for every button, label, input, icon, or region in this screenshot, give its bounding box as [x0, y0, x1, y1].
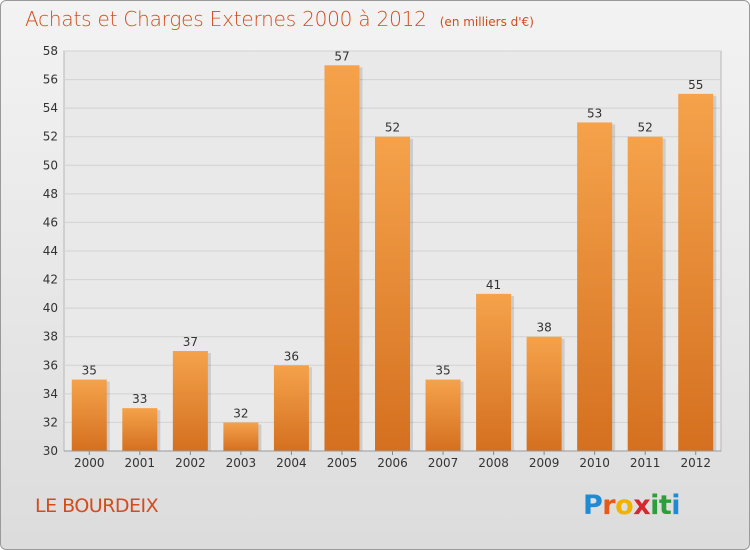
- bar: [577, 122, 613, 451]
- x-tick-label: 2007: [428, 456, 459, 470]
- bar-value-label: 52: [638, 121, 653, 135]
- x-tick-label: 2001: [125, 456, 156, 470]
- y-tick-label: 34: [43, 387, 58, 401]
- x-tick-label: 2002: [175, 456, 206, 470]
- y-tick-label: 42: [43, 273, 58, 287]
- y-tick-label: 50: [43, 158, 58, 172]
- logo-letter: i: [650, 490, 659, 521]
- chart-title-main: Achats et Charges Externes 2000 à 2012: [25, 7, 427, 31]
- bar: [172, 351, 208, 451]
- bar: [526, 336, 562, 451]
- chart-title: Achats et Charges Externes 2000 à 2012 (…: [25, 7, 534, 31]
- y-tick-label: 40: [43, 301, 58, 315]
- bar-value-label: 32: [233, 406, 248, 420]
- bar-value-label: 36: [284, 349, 299, 363]
- bar: [324, 65, 360, 452]
- bar-value-label: 52: [385, 121, 400, 135]
- x-tick-label: 2010: [579, 456, 610, 470]
- y-tick-label: 58: [43, 44, 58, 58]
- chart-subtitle: (en milliers d'€): [439, 15, 534, 29]
- x-tick-label: 2009: [529, 456, 560, 470]
- x-tick-label: 2011: [630, 456, 661, 470]
- x-tick-label: 2003: [226, 456, 257, 470]
- y-tick-label: 38: [43, 330, 58, 344]
- bar-value-label: 57: [334, 49, 349, 63]
- bar-value-label: 33: [132, 392, 147, 406]
- y-tick-label: 32: [43, 415, 58, 429]
- logo-letter: t: [658, 490, 672, 521]
- logo-letter: o: [615, 490, 634, 521]
- bar: [425, 379, 461, 451]
- x-tick-label: 2006: [377, 456, 408, 470]
- y-tick-label: 30: [43, 444, 58, 458]
- bar-value-label: 37: [183, 335, 198, 349]
- y-tick-label: 56: [43, 73, 58, 87]
- bar-value-label: 55: [688, 78, 703, 92]
- y-tick-label: 54: [43, 101, 58, 115]
- y-tick-label: 52: [43, 130, 58, 144]
- logo-letter: r: [602, 490, 616, 521]
- x-tick-label: 2012: [680, 456, 711, 470]
- bar: [476, 293, 512, 451]
- y-tick-label: 44: [43, 244, 58, 258]
- bar: [223, 422, 259, 451]
- logo-letter: P: [583, 490, 603, 521]
- x-tick-label: 2004: [276, 456, 307, 470]
- y-tick-label: 46: [43, 215, 58, 229]
- bar-value-label: 41: [486, 278, 501, 292]
- commune-name: LE BOURDEIX: [35, 495, 159, 517]
- bar-value-label: 53: [587, 106, 602, 120]
- bar: [273, 365, 309, 451]
- bar-value-label: 38: [536, 321, 551, 335]
- y-tick-label: 48: [43, 187, 58, 201]
- x-tick-label: 2000: [74, 456, 105, 470]
- bar-value-label: 35: [435, 364, 450, 378]
- bar: [122, 408, 158, 451]
- bar-value-label: 35: [82, 364, 97, 378]
- bar: [71, 379, 107, 451]
- bar: [678, 93, 714, 451]
- logo-letter: i: [671, 490, 681, 521]
- x-tick-label: 2005: [327, 456, 358, 470]
- bar: [627, 136, 663, 451]
- x-tick-label: 2008: [478, 456, 509, 470]
- y-tick-label: 36: [43, 358, 58, 372]
- bar: [375, 136, 410, 451]
- proxiti-logo: Proxiti: [583, 490, 681, 521]
- logo-letter: x: [633, 490, 651, 521]
